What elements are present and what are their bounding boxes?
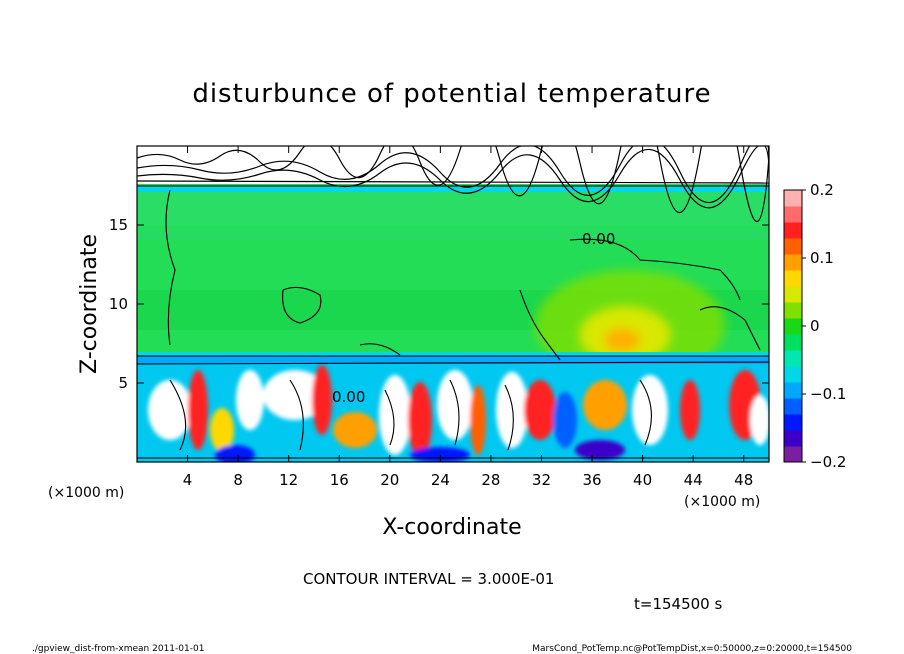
field-band-upper [137, 186, 769, 226]
field-band-light-mid [137, 230, 769, 240]
x-tick-label: 28 [481, 471, 500, 489]
contour-interval: CONTOUR INTERVAL = 3.000E-01 [303, 570, 554, 588]
colorbar-swatch [784, 238, 802, 255]
x-tick-label: 8 [233, 471, 243, 489]
x-tick-label: 40 [633, 471, 652, 489]
colorbar-swatch [784, 206, 802, 223]
colorbar-swatch [784, 382, 802, 399]
colorbar-swatch [784, 318, 802, 335]
y-tick-label: 5 [118, 374, 128, 392]
field-band-light-top [137, 186, 769, 192]
colorbar-swatch [784, 302, 802, 319]
x-tick-label: 12 [279, 471, 298, 489]
colorbar-tick-label: 0.2 [810, 181, 834, 199]
colorbar-tick-label: 0.1 [810, 249, 834, 267]
footer-right: MarsCond_PotTemp.nc@PotTempDist,x=0:5000… [532, 644, 852, 654]
field-cold-band [137, 356, 769, 364]
contour-labels: 0.00 0.00 [332, 230, 615, 406]
time-label: t=154500 s [634, 595, 722, 613]
top-noise-contours [137, 146, 769, 223]
y-tick-label: 10 [109, 295, 128, 313]
x-axis-label: X-coordinate [382, 515, 521, 540]
x-tick-label: 24 [431, 471, 450, 489]
colorbar-tick-label: −0.2 [810, 453, 846, 471]
colorbar-swatch [784, 446, 802, 463]
contour-label: 0.00 [582, 230, 615, 248]
colorbar-swatch [784, 398, 802, 415]
x-tick-label: 44 [684, 471, 703, 489]
colorbar-swatch [784, 414, 802, 431]
contour-label: 0.00 [332, 388, 365, 406]
colorbar-swatch [784, 350, 802, 367]
convective-plumes [148, 365, 769, 462]
colorbar-swatch [784, 222, 802, 239]
colorbar-swatch [784, 190, 802, 207]
colorbar-swatch [784, 270, 802, 287]
x-axis-ticks: 4 8 12 16 20 24 28 32 36 40 44 48 [183, 146, 753, 489]
colorbar-swatch [784, 334, 802, 351]
colorbar-tick-label: −0.1 [810, 385, 846, 403]
x-tick-label: 36 [582, 471, 601, 489]
x-tick-label: 20 [380, 471, 399, 489]
colorbar-swatch [784, 286, 802, 303]
colorbar-tick-label: 0 [810, 317, 820, 335]
y-axis-unit: (×1000 m) [48, 485, 124, 501]
colorbar-swatch [784, 254, 802, 271]
colorbar [783, 189, 803, 463]
colorbar-swatch [784, 430, 802, 447]
x-tick-label: 32 [532, 471, 551, 489]
x-axis-unit: (×1000 m) [684, 494, 760, 510]
x-tick-label: 4 [183, 471, 193, 489]
y-axis-ticks: 5 10 15 [109, 216, 769, 392]
interior-contours [137, 185, 769, 459]
x-tick-label: 16 [330, 471, 349, 489]
colorbar-swatch [784, 366, 802, 383]
y-tick-label: 15 [109, 216, 128, 234]
chart-title: disturbunce of potential temperature [192, 79, 711, 109]
colorbar-ticks: 0.2 0.1 0 −0.1 −0.2 [802, 181, 846, 471]
x-tick-label: 48 [734, 471, 753, 489]
plot-area: 0.00 0.00 [137, 146, 769, 462]
footer-left: ./gpview_dist-from-xmean 2011-01-01 [32, 644, 204, 654]
field-top-noise [137, 146, 769, 184]
y-axis-label: Z-coordinate [77, 234, 102, 374]
field-cold-band-2 [137, 352, 769, 356]
